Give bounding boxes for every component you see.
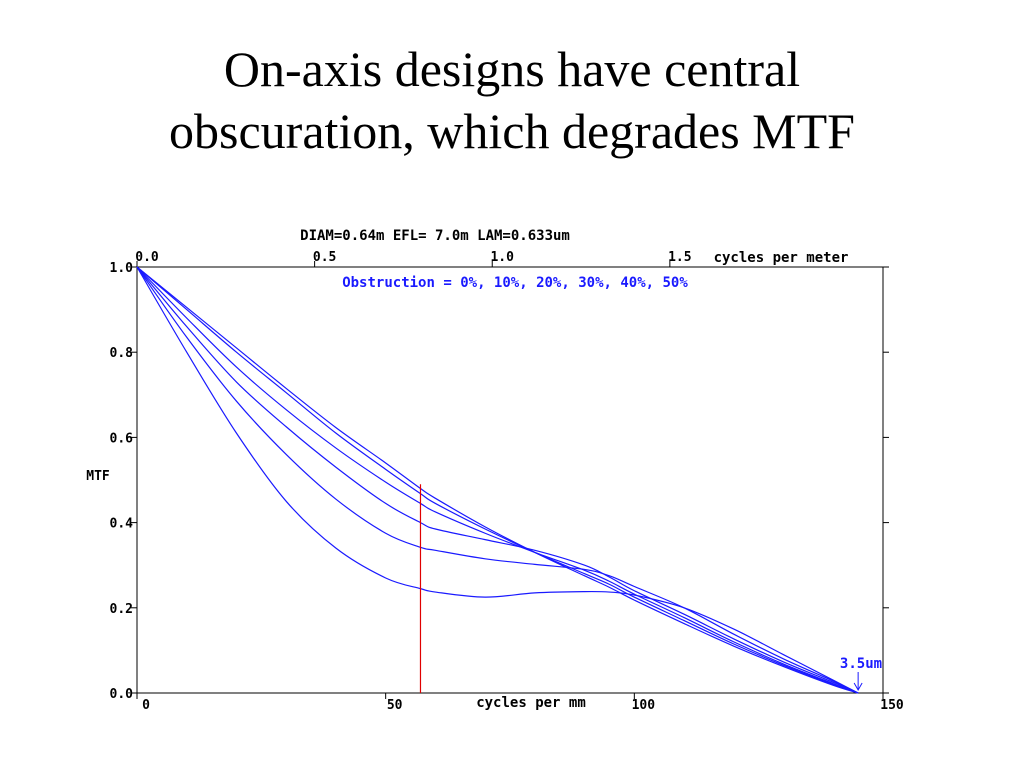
mtf-curve (136, 266, 859, 694)
x-tick-label: 100 (632, 698, 656, 713)
y-tick-label: 0.0 (110, 687, 134, 702)
slide-title: On-axis designs have central obscuration… (0, 38, 1024, 162)
chart-header: DIAM=0.64m EFL= 7.0m LAM=0.633um (300, 228, 570, 244)
y-tick-label: 0.4 (110, 517, 134, 532)
top-tick-label: 0.0 (135, 250, 159, 265)
mtf-curve (136, 266, 859, 694)
top-axis-label: cycles per meter (714, 250, 849, 266)
plot-frame (136, 266, 884, 694)
top-tick-label: 1.5 (668, 250, 691, 265)
mtf-curve (136, 266, 859, 694)
chart-annotation: Obstruction = 0%, 10%, 20%, 30%, 40%, 50… (342, 275, 688, 291)
y-tick-label: 0.2 (110, 602, 133, 617)
y-tick-label: 0.6 (110, 431, 134, 446)
x-axis-label: cycles per mm (476, 695, 586, 711)
slide-title-line-1: On-axis designs have central (223, 41, 801, 97)
marker-label: 3.5um (840, 656, 882, 672)
y-tick-label: 0.8 (110, 346, 134, 361)
y-axis-label: MTF (86, 469, 110, 484)
top-tick-label: 0.5 (313, 250, 336, 265)
x-tick-label: 150 (880, 698, 904, 713)
mtf-curve (136, 266, 859, 694)
mtf-curve (136, 266, 859, 694)
mtf-curve (136, 266, 859, 694)
x-tick-label: 50 (387, 698, 403, 713)
x-tick-label: 0 (142, 698, 150, 713)
y-tick-label: 1.0 (110, 261, 134, 276)
marker-arrow-head (853, 682, 863, 692)
top-tick-label: 1.0 (490, 250, 514, 265)
slide-title-line-2: obscuration, which degrades MTF (169, 103, 855, 159)
